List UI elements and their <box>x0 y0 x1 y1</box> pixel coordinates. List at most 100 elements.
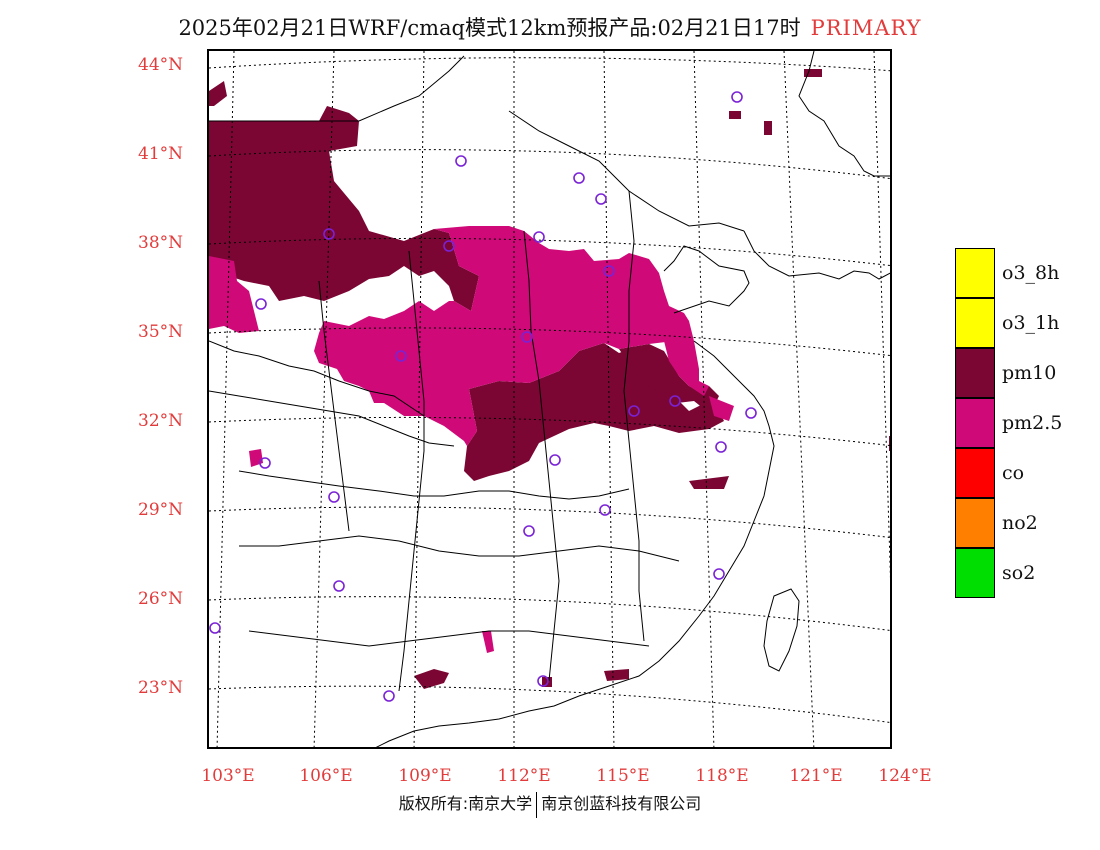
legend-label: o3_8h <box>1002 262 1060 284</box>
lat-label-35: 35°N <box>138 322 184 342</box>
footer-divider <box>536 791 538 818</box>
pm10-regions <box>209 69 890 689</box>
copyright-footer: 版权所有:南京大学 南京创蓝科技有限公司 <box>0 790 1100 818</box>
pm25-patch-east <box>709 396 734 421</box>
legend-swatch <box>955 548 995 598</box>
pm10-region-north <box>209 106 479 311</box>
map-title: 2025年02月21日WRF/cmaq模式12km预报产品:02月21日17时 P… <box>0 12 1100 42</box>
legend-label: pm2.5 <box>1002 412 1063 434</box>
pm10-patch-ne-4 <box>889 436 890 451</box>
boundary-coast-ne <box>798 51 890 177</box>
lon-label-103: 103°E <box>201 766 255 786</box>
pm10-patch-se <box>689 476 729 489</box>
lat-26 <box>209 596 890 631</box>
legend-swatch <box>955 248 995 298</box>
lon-109 <box>413 51 425 747</box>
map-canvas <box>209 51 890 747</box>
station-marker <box>731 91 743 103</box>
lon-121 <box>783 51 815 747</box>
boundary-vertical-2 <box>398 250 425 692</box>
lat-label-38: 38°N <box>138 233 184 253</box>
pm10-patch-south-3 <box>542 677 552 687</box>
pm25-region-west <box>209 256 259 333</box>
station-marker <box>328 491 340 503</box>
station-marker <box>395 350 407 362</box>
lat-38 <box>209 237 890 267</box>
station-marker <box>599 504 611 516</box>
station-marker <box>323 228 335 240</box>
boundary-vertical-1 <box>318 280 350 532</box>
lat-44 <box>209 57 890 72</box>
copyright-right: 南京创蓝科技有限公司 <box>541 794 702 813</box>
legend-swatch <box>955 448 995 498</box>
lon-103 <box>216 51 235 747</box>
pm10-region-east <box>619 344 719 409</box>
boundary-vertical-4 <box>623 190 645 642</box>
boundary-inland-3 <box>238 470 630 500</box>
station-marker <box>745 407 757 419</box>
lon-124 <box>873 51 890 580</box>
lat-label-32: 32°N <box>138 411 184 431</box>
lat-label-44: 44°N <box>138 55 184 75</box>
boundary-north-1 <box>209 55 465 122</box>
pm10-patch-ne <box>209 81 227 106</box>
legend-swatch <box>955 498 995 548</box>
station-marker <box>255 298 267 310</box>
lat-label-41: 41°N <box>138 144 184 164</box>
lon-115 <box>603 51 615 747</box>
lon-106 <box>313 51 335 747</box>
station-marker <box>603 265 615 277</box>
legend-swatch <box>955 398 995 448</box>
station-marker <box>383 690 395 702</box>
legend-label: o3_1h <box>1002 312 1060 334</box>
station-marker <box>455 155 467 167</box>
station-marker <box>259 457 271 469</box>
lon-label-109: 109°E <box>398 766 452 786</box>
graticule <box>209 51 890 747</box>
boundary-inland-2 <box>209 390 455 447</box>
legend-swatch <box>955 298 995 348</box>
lat-41 <box>209 149 890 180</box>
station-marker <box>628 405 640 417</box>
legend-label: no2 <box>1002 512 1038 534</box>
boundary-coast-south <box>375 340 775 747</box>
station-marker <box>669 395 681 407</box>
pm10-patch-south-2 <box>604 669 629 681</box>
legend-label: pm10 <box>1002 362 1057 384</box>
lat-label-29: 29°N <box>138 500 184 520</box>
boundary-inland-4 <box>239 535 680 562</box>
boundary-lines <box>209 51 890 747</box>
boundary-vertical-3 <box>523 230 560 682</box>
station-marker <box>549 454 561 466</box>
lat-32 <box>209 416 890 447</box>
station-marker <box>333 580 345 592</box>
boundary-north-2 <box>508 110 745 232</box>
station-marker <box>537 675 549 687</box>
lat-35 <box>209 327 890 357</box>
pm10-patch-ne-2 <box>764 121 772 135</box>
station-marker <box>209 622 221 634</box>
station-marker <box>443 240 455 252</box>
lon-label-118: 118°E <box>695 766 749 786</box>
boundary-coast-east <box>663 245 750 314</box>
station-marker <box>573 172 585 184</box>
pm25-region-central <box>314 226 689 446</box>
boundary-inland-5 <box>248 630 650 647</box>
station-marker <box>523 525 535 537</box>
taiwan-outline <box>763 588 800 672</box>
station-marker <box>595 193 607 205</box>
legend-label: co <box>1002 462 1025 484</box>
lat-29 <box>209 506 890 539</box>
lon-label-124: 124°E <box>878 766 932 786</box>
copyright-left: 版权所有:南京大学 <box>398 794 533 813</box>
boundary-inland-1 <box>209 340 425 417</box>
lon-label-115: 115°E <box>596 766 650 786</box>
map-panel <box>207 49 892 749</box>
legend-label: so2 <box>1002 562 1036 584</box>
pm25-patch-south <box>482 631 494 653</box>
station-marker <box>533 231 545 243</box>
lat-label-23: 23°N <box>138 678 184 698</box>
pm10-patch-south-1 <box>414 669 449 689</box>
pm10-patch-ne-3 <box>804 69 822 77</box>
title-text: 2025年02月21日WRF/cmaq模式12km预报产品:02月21日17时 <box>178 16 801 40</box>
